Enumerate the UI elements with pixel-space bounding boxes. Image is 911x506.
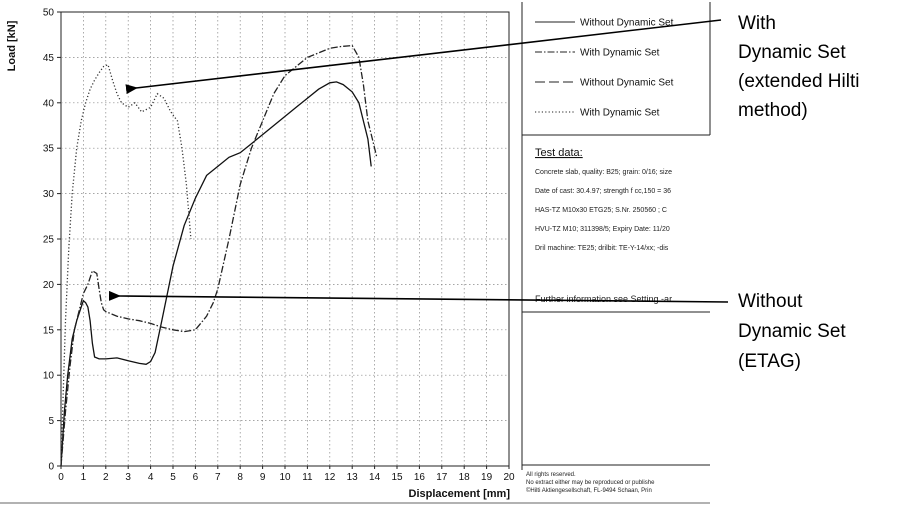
x-tick-label: 14 [369, 472, 381, 483]
x-tick-label: 12 [324, 472, 336, 483]
series-layer [60, 44, 378, 467]
x-tick-label: 20 [503, 472, 515, 483]
series-line-4 [60, 63, 192, 467]
x-tick-label: 2 [103, 472, 109, 483]
annotation-without-line-1: Without [738, 291, 803, 312]
y-tick-label: 50 [43, 8, 55, 19]
arrow-with-dynamic-set [125, 19, 722, 95]
test-data-line-4: HVU-TZ M10; 311398/5; Expiry Date: 11/20 [535, 226, 670, 233]
annotation-with-line-1: With [738, 13, 776, 34]
x-tick-label: 16 [414, 472, 426, 483]
y-tick-label: 0 [48, 462, 54, 473]
x-tick-label: 10 [279, 472, 291, 483]
y-axis-label: Load [kN] [6, 20, 18, 71]
x-tick-label: 11 [302, 472, 313, 483]
series-line-1 [60, 81, 372, 467]
arrow-without-dynamic-set [108, 290, 729, 303]
footer-line-3: ©Hilti Aktiengesellschaft, FL-9494 Schaa… [526, 487, 652, 494]
x-tick-label: 6 [193, 472, 199, 483]
test-data-line-2: Date of cast: 30.4.97; strength f cc,150… [535, 188, 671, 195]
y-tick-label: 40 [43, 98, 55, 109]
x-axis-label: Displacement [mm] [409, 488, 511, 500]
test-data-line-5: Dril machine: TE25; drilbit: TE-Y-14/xx;… [535, 245, 669, 252]
y-tick-label: 25 [43, 235, 55, 246]
x-tick-label: 18 [459, 472, 471, 483]
legend-label-4: With Dynamic Set [580, 108, 660, 119]
x-tick-label: 7 [215, 472, 221, 483]
y-ticks: 0 5 10 15 20 25 30 35 40 45 50 [43, 8, 61, 473]
x-tick-label: 1 [81, 472, 87, 483]
footer-line-2: No extract either may be reproduced or p… [526, 480, 655, 486]
annotation-with-line-2: Dynamic Set [738, 42, 846, 63]
further-information: Further information see Setting -ar [535, 294, 672, 304]
y-tick-label: 30 [43, 189, 55, 200]
y-tick-label: 20 [43, 280, 55, 291]
x-tick-label: 9 [260, 472, 266, 483]
y-tick-label: 45 [43, 53, 55, 64]
x-tick-label: 0 [58, 472, 64, 483]
y-tick-label: 10 [43, 371, 55, 382]
annotation-with-line-3: (extended Hilti [738, 71, 859, 92]
x-tick-label: 4 [148, 472, 154, 483]
x-tick-label: 5 [170, 472, 176, 483]
grid [61, 12, 509, 466]
x-tick-label: 8 [237, 472, 243, 483]
legend-label-2: With Dynamic Set [580, 48, 660, 59]
annotation-with-line-4: method) [738, 100, 808, 121]
x-tick-label: 3 [125, 472, 131, 483]
legend-label-1: Without Dynamic Set [580, 18, 674, 29]
x-tick-label: 19 [481, 472, 493, 483]
x-tick-label: 17 [436, 472, 448, 483]
y-tick-label: 15 [43, 325, 55, 336]
test-data-heading: Test data: [535, 147, 583, 159]
test-data-line-1: Concrete slab, quality: B25; grain: 0/16… [535, 169, 672, 176]
series-line-2 [60, 44, 378, 467]
test-data-line-3: HAS-TZ M10x30 ETG25; S.Nr. 250560 ; C [535, 207, 667, 214]
y-tick-label: 5 [48, 416, 54, 427]
legend: Without Dynamic Set With Dynamic Set Witho… [535, 18, 674, 119]
x-tick-label: 15 [391, 472, 403, 483]
annotation-without-line-3: (ETAG) [738, 351, 801, 372]
x-ticks: 0 1 2 3 4 5 6 7 8 9 10 11 12 13 14 15 16 17 18 19 20 [58, 466, 515, 483]
annotation-without-line-2: Dynamic Set [738, 321, 846, 342]
footer-line-1: All rights reserved. [526, 472, 576, 478]
x-tick-label: 13 [347, 472, 359, 483]
y-tick-label: 35 [43, 144, 55, 155]
legend-label-3: Without Dynamic Set [580, 78, 674, 89]
